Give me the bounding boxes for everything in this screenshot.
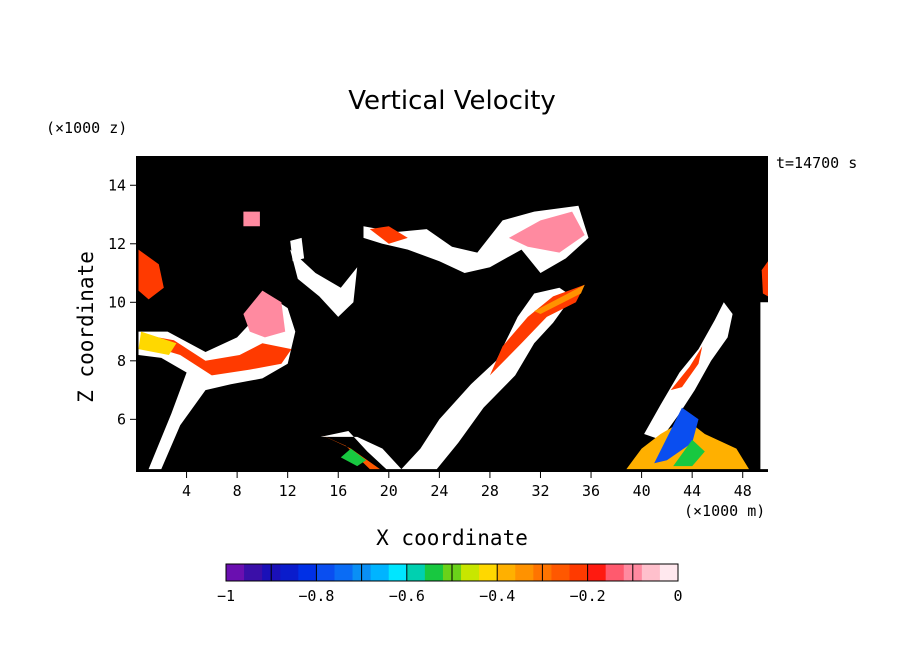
- field-region-right-green-strands: [673, 439, 705, 467]
- field-region-right-blue-strands: [654, 407, 699, 464]
- field-region-far-right-strip: [760, 302, 768, 470]
- x-tick-label: 8: [233, 482, 242, 500]
- x-tick-label: 12: [279, 482, 297, 500]
- colorbar-swatch: [587, 564, 607, 581]
- y-axis-multiplier: (×1000 z): [46, 119, 128, 137]
- x-tick-label: 16: [329, 482, 347, 500]
- x-tick-label: 48: [734, 482, 752, 500]
- x-tick-label: 20: [380, 482, 398, 500]
- field-region-left-band: [138, 296, 296, 470]
- field-region-diag-orange: [534, 284, 585, 314]
- colorbar-swatch: [298, 564, 317, 581]
- velocity-field: [138, 205, 768, 470]
- colorbar-swatch: [515, 564, 534, 581]
- y-tick-label: 12: [108, 235, 126, 253]
- x-tick-label: 4: [182, 482, 191, 500]
- field-region-left-band-core: [142, 334, 292, 376]
- y-tick-label: 14: [108, 176, 126, 194]
- field-region-upper-red: [369, 226, 408, 244]
- x-tick-label: 44: [683, 482, 701, 500]
- colorbar-swatch: [461, 564, 480, 581]
- y-tick-label: 10: [108, 293, 126, 311]
- x-tick-label: 36: [582, 482, 600, 500]
- x-tick-label: 32: [531, 482, 549, 500]
- colorbar-swatch: [659, 564, 679, 581]
- colorbar-swatch: [406, 564, 426, 581]
- colorbar-swatch: [569, 564, 589, 581]
- y-tick-label: 8: [117, 352, 126, 370]
- colorbar-tick-label: −0.2: [570, 587, 606, 605]
- x-tick-label: 24: [430, 482, 448, 500]
- field-region-center-dip-white: [320, 431, 402, 470]
- colorbar-swatch: [316, 564, 335, 581]
- x-axis-multiplier: (×1000 m): [684, 502, 766, 520]
- colorbar-swatch: [497, 564, 516, 581]
- field-region-diag-red: [489, 284, 585, 376]
- colorbar-swatch: [334, 564, 354, 581]
- colorbar-swatch: [388, 564, 408, 581]
- x-axis-title: X coordinate: [376, 526, 528, 550]
- colorbar-swatch: [605, 564, 625, 581]
- colorbar-tick-label: −0.8: [298, 587, 334, 605]
- field-region-left-low-yellow: [138, 331, 177, 355]
- colorbar-swatch: [244, 564, 263, 581]
- colorbar-tick-label: −1: [217, 587, 235, 605]
- x-tick-label: 40: [633, 482, 651, 500]
- field-region-upper-pink: [508, 211, 585, 253]
- y-tick-label: 6: [117, 410, 126, 428]
- field-region-left-band-pink: [243, 290, 286, 338]
- colorbar-swatch: [641, 564, 661, 581]
- time-label: t=14700 s: [776, 154, 858, 172]
- colorbar-swatch: [479, 564, 498, 581]
- colorbar-swatch: [551, 564, 571, 581]
- colorbar-tick-label: 0: [673, 587, 682, 605]
- field-region-far-right-red: [761, 261, 768, 297]
- x-tick-label: 28: [481, 482, 499, 500]
- field-region-top-small-pink: [243, 211, 260, 227]
- colorbar-frame: [225, 563, 679, 582]
- colorbar-tick-label: −0.6: [389, 587, 425, 605]
- colorbar-swatch: [370, 564, 390, 581]
- field-region-left-patch: [138, 249, 164, 300]
- colorbar-tick-label: −0.4: [479, 587, 515, 605]
- field-region-upper-white-band: [363, 205, 589, 273]
- field-region-center-dip-green: [340, 448, 366, 467]
- chart-title: Vertical Velocity: [348, 86, 556, 116]
- field-region-top-small-white: [290, 237, 305, 262]
- colorbar-swatch: [424, 564, 444, 581]
- colorbar-swatch: [226, 564, 245, 581]
- colorbar-swatch: [280, 564, 299, 581]
- field-region-mid-upper-white: [290, 249, 358, 317]
